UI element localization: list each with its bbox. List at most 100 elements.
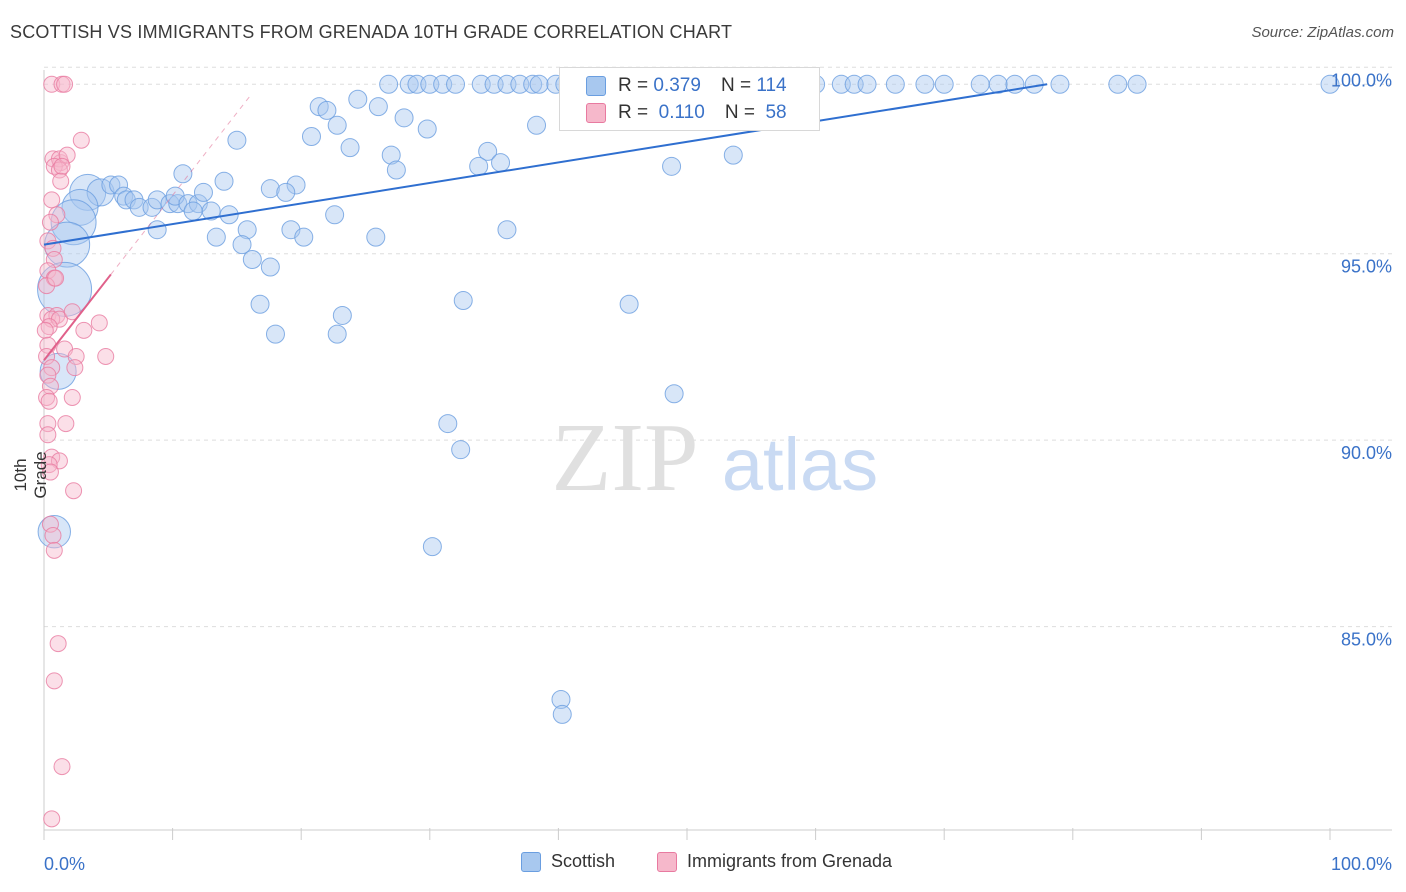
scottish-point[interactable] xyxy=(381,145,401,165)
scottish-point[interactable] xyxy=(934,74,954,94)
scottish-point[interactable] xyxy=(50,199,97,246)
scottish-point[interactable] xyxy=(857,74,877,94)
grenada-point[interactable] xyxy=(45,541,63,559)
scottish-point[interactable] xyxy=(478,141,498,161)
legend-item-grenada[interactable]: Immigrants from Grenada xyxy=(657,851,892,872)
scottish-point[interactable] xyxy=(619,294,639,314)
scottish-point[interactable] xyxy=(399,74,419,94)
scottish-point[interactable] xyxy=(327,324,347,344)
scottish-point[interactable] xyxy=(366,227,386,247)
scottish-point[interactable] xyxy=(527,115,547,135)
grenada-point[interactable] xyxy=(90,314,108,332)
scottish-point[interactable] xyxy=(551,690,571,709)
grenada-point[interactable] xyxy=(53,157,71,175)
scottish-point[interactable] xyxy=(101,175,121,195)
scottish-point[interactable] xyxy=(327,115,347,135)
scottish-point[interactable] xyxy=(227,130,247,150)
grenada-point[interactable] xyxy=(41,377,59,395)
scottish-point[interactable] xyxy=(453,291,473,311)
scottish-point[interactable] xyxy=(446,74,466,94)
grenada-point[interactable] xyxy=(47,269,65,287)
scottish-point[interactable] xyxy=(250,294,270,314)
scottish-point[interactable] xyxy=(417,119,437,139)
scottish-point[interactable] xyxy=(885,74,905,94)
scottish-point[interactable] xyxy=(193,182,213,202)
grenada-point[interactable] xyxy=(39,426,57,444)
legend-item-scottish[interactable]: Scottish xyxy=(521,851,615,872)
scottish-point[interactable] xyxy=(301,126,321,146)
scottish-point[interactable] xyxy=(368,97,388,117)
scottish-point[interactable] xyxy=(422,537,442,557)
scottish-point[interactable] xyxy=(1320,74,1340,94)
scottish-point[interactable] xyxy=(147,190,167,210)
scottish-point[interactable] xyxy=(260,257,280,277)
scottish-point[interactable] xyxy=(286,175,306,195)
scottish-point[interactable] xyxy=(206,227,226,247)
grenada-point[interactable] xyxy=(43,75,61,93)
grenada-point[interactable] xyxy=(65,482,83,500)
scottish-point[interactable] xyxy=(379,74,399,94)
scottish-point[interactable] xyxy=(915,74,935,94)
scottish-point[interactable] xyxy=(232,235,252,255)
grenada-point[interactable] xyxy=(72,131,90,149)
scottish-point[interactable] xyxy=(332,305,352,325)
scottish-point[interactable] xyxy=(1050,74,1070,94)
scottish-point[interactable] xyxy=(168,194,188,214)
grenada-point[interactable] xyxy=(40,392,58,410)
scottish-point[interactable] xyxy=(242,250,262,270)
grenada-point[interactable] xyxy=(75,321,93,339)
scottish-point[interactable] xyxy=(664,384,684,404)
scottish-point[interactable] xyxy=(451,440,471,460)
scottish-point[interactable] xyxy=(317,100,337,120)
scottish-point[interactable] xyxy=(237,220,257,240)
scottish-point[interactable] xyxy=(988,74,1008,94)
grenada-point[interactable] xyxy=(36,321,54,339)
grenada-point[interactable] xyxy=(50,452,68,470)
scottish-point[interactable] xyxy=(114,186,134,206)
scottish-point[interactable] xyxy=(340,138,360,158)
grenada-point[interactable] xyxy=(45,672,63,690)
scottish-point[interactable] xyxy=(723,145,743,165)
grenada-point[interactable] xyxy=(57,415,75,433)
scottish-point[interactable] xyxy=(260,179,280,199)
grenada-point[interactable] xyxy=(53,758,71,776)
scottish-point[interactable] xyxy=(529,74,549,94)
grenada-point[interactable] xyxy=(41,515,59,533)
scottish-point[interactable] xyxy=(970,74,990,94)
scottish-point[interactable] xyxy=(469,156,489,176)
scottish-point[interactable] xyxy=(348,89,368,109)
grenada-point[interactable] xyxy=(44,526,62,544)
scottish-point[interactable] xyxy=(325,205,345,225)
scottish-point[interactable] xyxy=(497,220,517,240)
scottish-point[interactable] xyxy=(552,704,572,724)
scottish-point[interactable] xyxy=(491,153,511,173)
scottish-point[interactable] xyxy=(214,171,234,191)
scottish-point[interactable] xyxy=(109,175,129,195)
scottish-point[interactable] xyxy=(265,324,285,344)
scottish-point[interactable] xyxy=(386,160,406,180)
grenada-point[interactable] xyxy=(52,172,70,190)
grenada-point[interactable] xyxy=(49,635,67,653)
scottish-point[interactable] xyxy=(61,188,99,226)
grenada-point[interactable] xyxy=(97,347,115,365)
scottish-point[interactable] xyxy=(1108,74,1128,94)
grenada-point[interactable] xyxy=(56,75,74,93)
scottish-point[interactable] xyxy=(662,156,682,176)
grenada-point[interactable] xyxy=(58,146,76,164)
scottish-point[interactable] xyxy=(1127,74,1147,94)
scottish-point[interactable] xyxy=(438,414,458,434)
grenada-point[interactable] xyxy=(41,463,59,481)
grenada-point[interactable] xyxy=(63,303,81,321)
scottish-point[interactable] xyxy=(1024,74,1044,94)
grenada-point[interactable] xyxy=(43,191,61,209)
scottish-point[interactable] xyxy=(523,74,543,94)
scottish-point[interactable] xyxy=(183,201,203,221)
grenada-point[interactable] xyxy=(66,359,84,377)
grenada-point[interactable] xyxy=(63,388,81,406)
grenada-point[interactable] xyxy=(43,810,61,828)
scottish-point[interactable] xyxy=(173,164,193,184)
scottish-point[interactable] xyxy=(294,227,314,247)
scottish-point[interactable] xyxy=(201,201,221,221)
grenada-point[interactable] xyxy=(41,213,59,231)
scottish-point[interactable] xyxy=(394,108,414,128)
